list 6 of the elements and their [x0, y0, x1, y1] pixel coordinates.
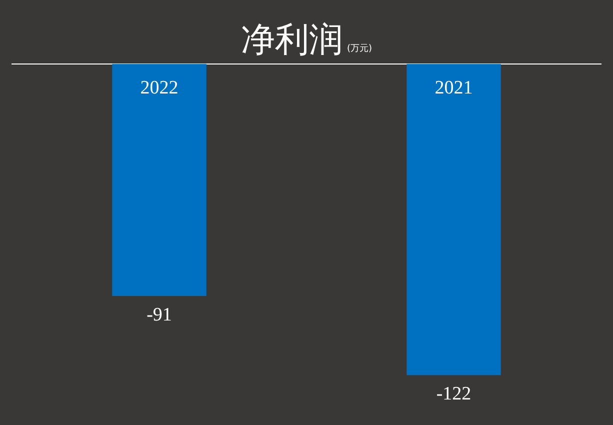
- data-label: -122: [436, 384, 472, 405]
- x-tick-label: 2021: [434, 77, 473, 98]
- data-label: -91: [146, 304, 172, 326]
- chart-title: 净利润: [240, 20, 343, 60]
- x-tick-label: 2022: [140, 77, 178, 98]
- chart-subtitle: (万元): [346, 44, 372, 54]
